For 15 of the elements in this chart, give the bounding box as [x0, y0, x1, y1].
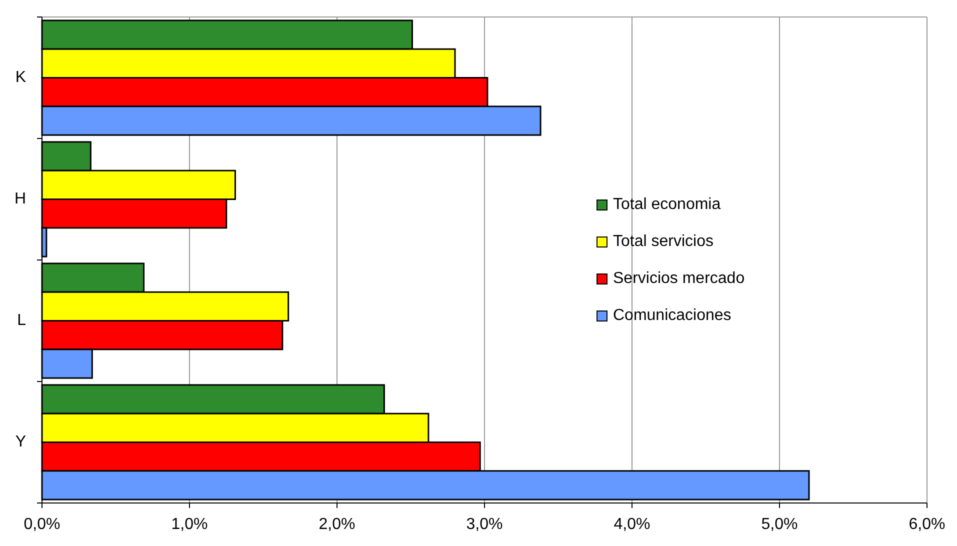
- legend-label: Servicios mercado: [613, 270, 745, 288]
- x-tick-label: 5,0%: [761, 516, 798, 533]
- x-tick-label: 2,0%: [318, 516, 356, 533]
- legend-label: Total servicios: [613, 233, 714, 250]
- x-tick-label: 6,0%: [908, 516, 946, 533]
- y-tick-label: K: [15, 68, 26, 86]
- legend-label: Comunicaciones: [613, 307, 732, 324]
- y-tick-label: L: [17, 312, 26, 329]
- x-tick-label: 4,0%: [614, 516, 650, 533]
- x-tick-label: 1,0%: [171, 516, 208, 533]
- legend-label: Total economia: [613, 196, 721, 214]
- y-tick-label: Y: [15, 433, 26, 450]
- y-tick-label: H: [14, 190, 26, 208]
- x-tick-label: 3,0%: [466, 516, 503, 533]
- x-tick-label: 0,0%: [24, 516, 60, 533]
